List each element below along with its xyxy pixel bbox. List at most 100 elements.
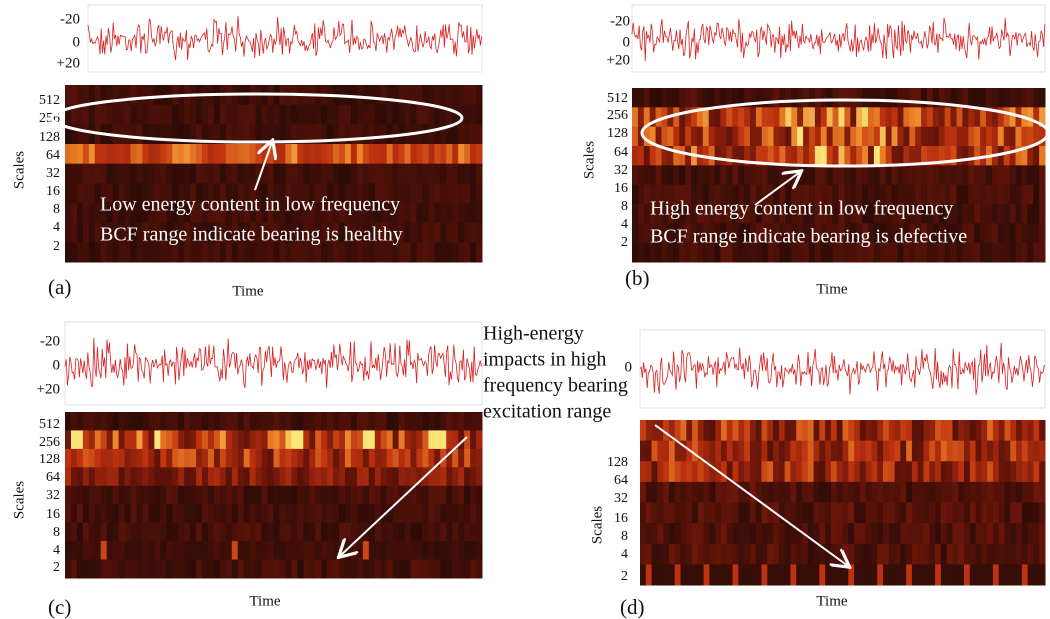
- scalogram-cell: [160, 104, 167, 125]
- scalogram-cell: [428, 467, 435, 487]
- scalogram-cell: [190, 183, 197, 204]
- scalogram-cell: [862, 107, 869, 128]
- scalogram-cell: [219, 504, 227, 524]
- scalogram-cell: [130, 504, 137, 524]
- scalogram-cell: [944, 204, 952, 224]
- scalogram-cell: [980, 126, 987, 147]
- scalogram-cell: [452, 504, 459, 524]
- scalogram-cell: [865, 543, 872, 565]
- scalogram-cell: [136, 222, 143, 243]
- scalogram-cell: [136, 183, 143, 204]
- scalogram-cell: [309, 504, 316, 524]
- scalogram-cell: [261, 541, 269, 561]
- scalogram-cell: [987, 420, 994, 442]
- scalogram-cell: [100, 412, 108, 431]
- scalogram-cell: [744, 420, 751, 442]
- signal-tick-label: -20: [40, 333, 60, 349]
- scalogram-cell: [297, 522, 304, 542]
- scalogram-cell: [832, 146, 839, 166]
- scalogram-cell: [243, 504, 251, 524]
- scalogram-cell: [374, 124, 382, 145]
- scalogram-cell: [655, 184, 662, 205]
- scalogram-cell: [897, 126, 904, 147]
- scalogram-cell: [691, 88, 698, 108]
- scalogram-cell: [873, 242, 881, 263]
- scalogram-cell: [65, 85, 72, 106]
- scalogram-cell: [885, 88, 893, 108]
- scalogram-cell: [82, 430, 90, 450]
- scalogram-cell: [225, 467, 233, 487]
- scalogram-cell: [903, 223, 910, 244]
- scalogram-cell: [392, 104, 400, 125]
- scalogram-cell: [820, 165, 828, 186]
- scalogram-cell: [106, 430, 114, 450]
- scalogram-cell: [404, 222, 412, 243]
- scalogram-cell: [273, 412, 280, 431]
- scalogram-cell: [225, 203, 233, 224]
- scalogram-cell: [350, 522, 358, 542]
- scalogram-cell: [785, 204, 792, 224]
- scalogram-cell: [964, 502, 971, 524]
- scalogram-cell: [708, 146, 716, 166]
- scalogram-cell: [160, 412, 167, 431]
- scalogram-cell: [842, 461, 849, 483]
- scalogram-cell: [172, 485, 179, 505]
- scalogram-cell: [1021, 204, 1028, 224]
- scalogram-cell: [374, 430, 382, 450]
- scalogram-cell: [344, 124, 352, 145]
- scalogram-cell: [946, 523, 953, 545]
- scalogram-cell: [832, 165, 839, 186]
- scalogram-cell: [871, 543, 878, 565]
- scalogram-cell: [958, 543, 965, 565]
- scalogram-cell: [184, 124, 191, 145]
- scalogram-cell: [321, 144, 328, 165]
- scalogram-cell: [692, 523, 699, 545]
- scalogram-cell: [952, 420, 959, 442]
- scalogram-cell: [697, 543, 705, 565]
- scalogram-cell: [124, 104, 132, 125]
- scalogram-cell: [339, 222, 346, 243]
- scalogram-cell: [680, 523, 687, 545]
- scalogram-cell: [213, 104, 221, 125]
- scalogram-cell: [686, 461, 693, 483]
- scalogram-cell: [981, 523, 988, 545]
- scalogram-cell: [709, 420, 716, 442]
- scalogram-cell: [368, 559, 376, 579]
- scalogram-cell: [452, 144, 459, 165]
- scalogram-cell: [883, 461, 890, 483]
- scalogram-cell: [440, 504, 447, 524]
- scalogram-cell: [640, 502, 647, 524]
- scalogram-cell: [906, 440, 913, 462]
- scalogram-cell: [219, 485, 227, 505]
- scalogram-cell: [184, 203, 191, 224]
- scalogram-cell: [76, 242, 84, 263]
- scalogram-cell: [136, 541, 143, 561]
- scalogram-cell: [243, 163, 251, 184]
- scalogram-cell: [303, 124, 310, 145]
- scalogram-cell: [261, 183, 269, 204]
- scalogram-cell: [362, 430, 370, 450]
- scalogram-cell: [702, 88, 710, 108]
- scalogram-cell: [885, 223, 893, 244]
- scalogram-cell: [243, 559, 251, 579]
- scalogram-cell: [303, 485, 310, 505]
- scalogram-cell: [166, 522, 173, 542]
- scalogram-cell: [392, 467, 400, 487]
- scalogram-cell: [903, 204, 910, 224]
- scalogram-cell: [464, 104, 471, 125]
- scalogram-cell: [267, 124, 274, 145]
- scalogram-cell: [755, 461, 762, 483]
- scalogram-cell: [344, 104, 352, 125]
- scalogram-cell: [836, 481, 843, 504]
- scalogram-cell: [655, 107, 662, 128]
- scalogram-cell: [785, 146, 792, 166]
- scalogram-cell: [1010, 420, 1017, 442]
- scalogram-cell: [88, 430, 96, 450]
- scalogram-cell: [791, 242, 798, 263]
- scalogram-cell: [1004, 502, 1011, 524]
- scalogram-cell: [440, 144, 447, 165]
- x-axis-label: Time: [249, 593, 280, 609]
- scalogram-cell: [894, 440, 901, 462]
- scalogram-cell: [184, 222, 191, 243]
- scalogram-cell: [1027, 420, 1034, 442]
